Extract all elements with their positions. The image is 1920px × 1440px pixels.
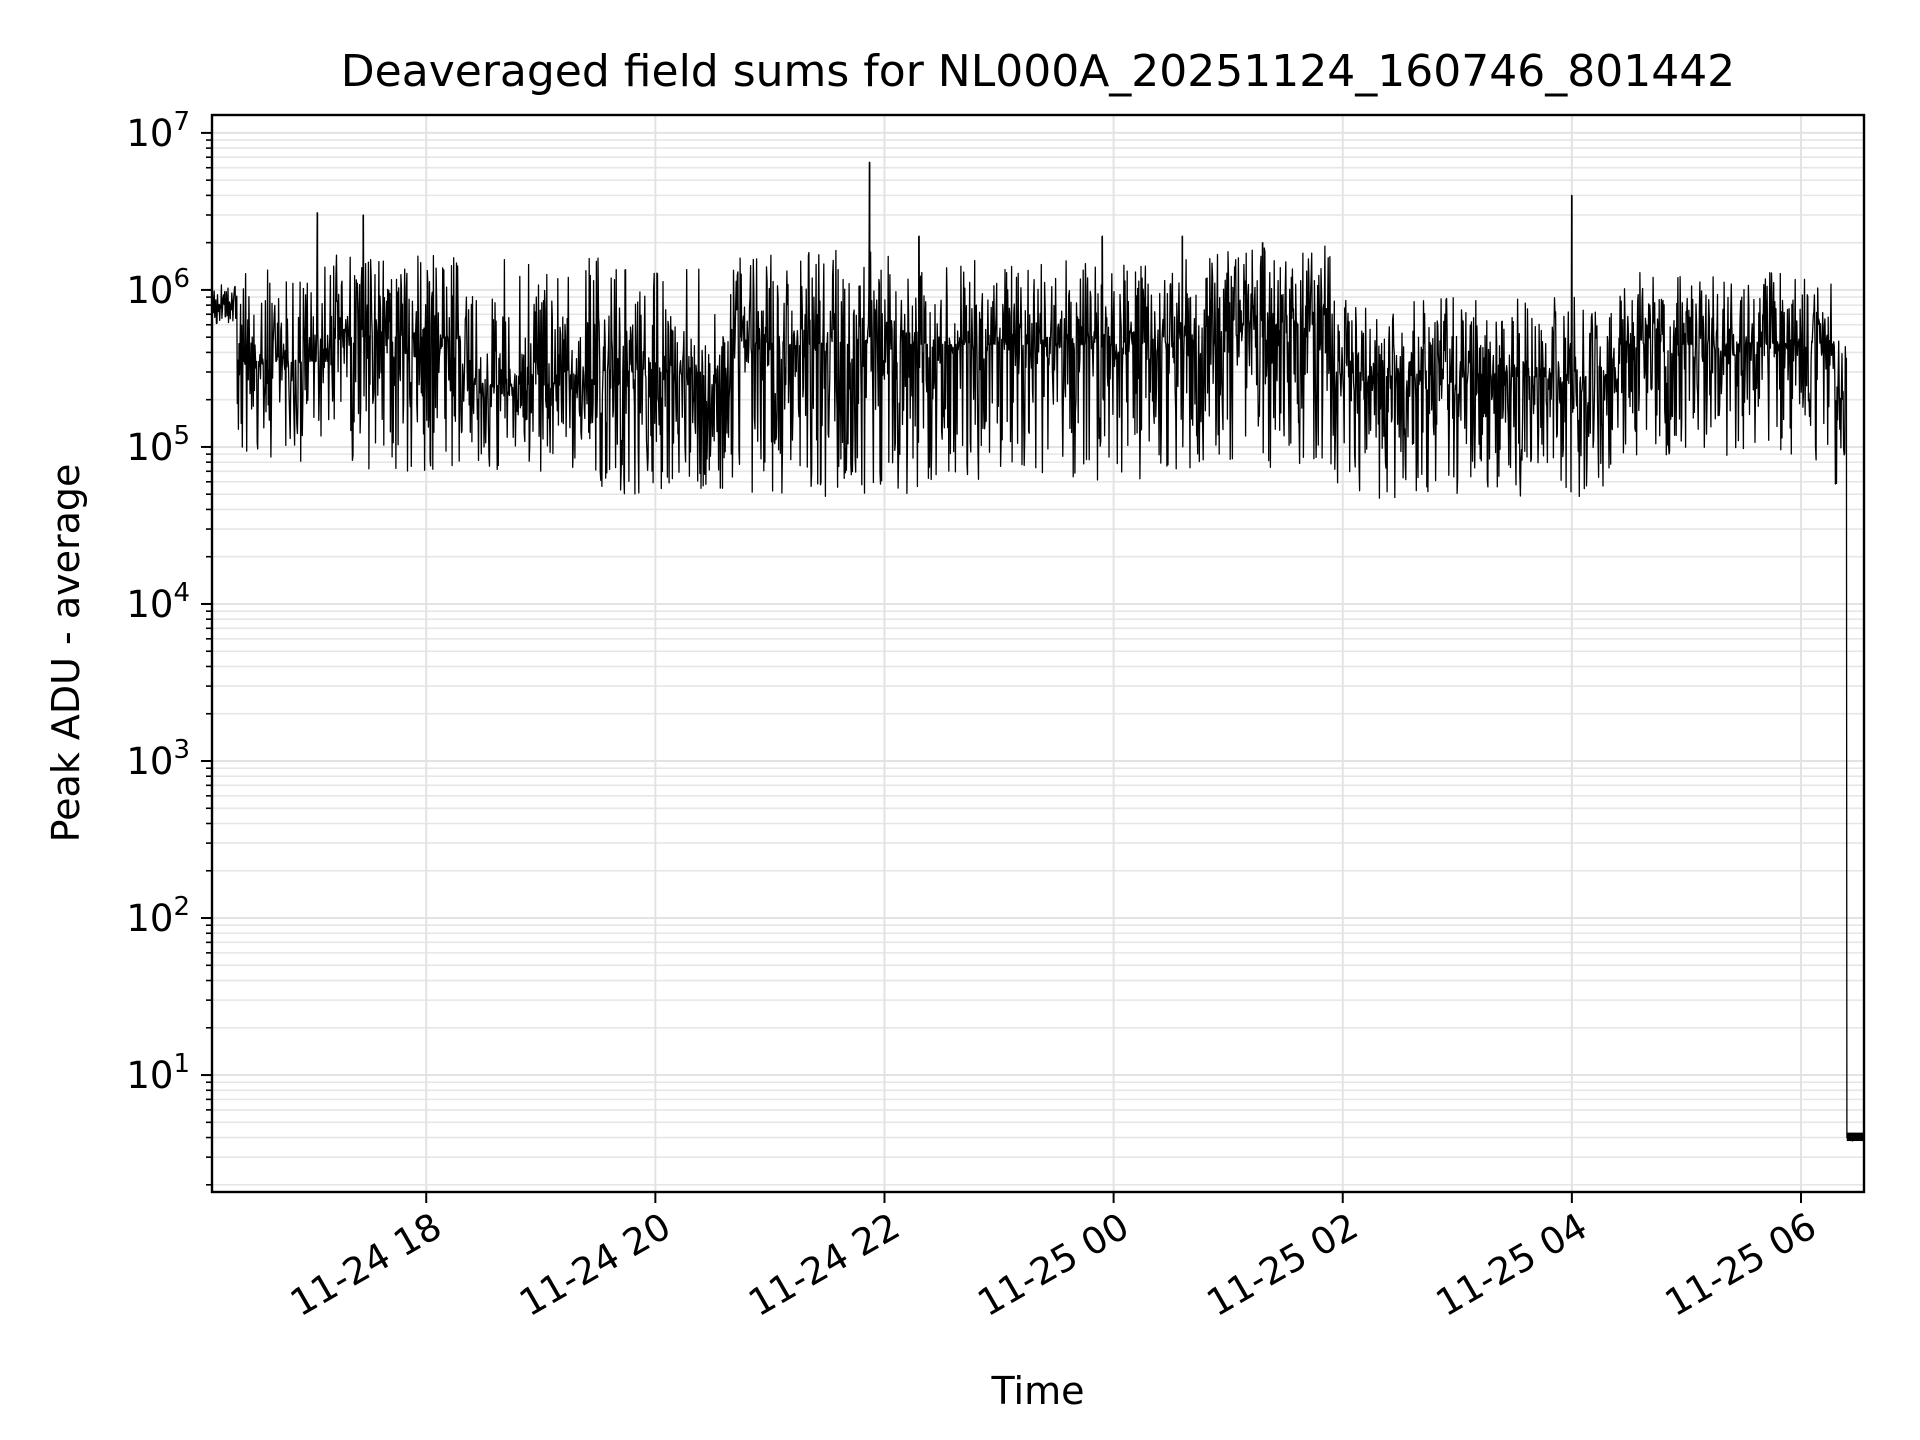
y-tick-exponent: 1 (173, 1049, 190, 1079)
series-layer (211, 161, 1865, 1142)
minor-gridlines (212, 139, 1864, 1186)
x-axis-label: Time (991, 1369, 1085, 1413)
series-line (211, 161, 1865, 1142)
y-tick-exponent: 6 (173, 264, 190, 294)
y-tick-label: 101 (126, 1049, 190, 1097)
y-tick-label: 102 (126, 892, 190, 940)
plot-frame (210, 113, 1866, 1194)
y-tick-label: 104 (126, 578, 190, 626)
y-tick-exponent: 7 (173, 107, 190, 137)
y-tick-exponent: 3 (173, 735, 190, 765)
y-tick-base: 10 (126, 426, 173, 469)
y-tick-base: 10 (126, 583, 173, 626)
y-tick-base: 10 (126, 897, 173, 940)
y-tick-exponent: 4 (173, 578, 190, 608)
y-tick-label: 105 (126, 421, 190, 469)
chart-title: Deaveraged field sums for NL000A_2025112… (341, 46, 1735, 97)
y-tick-base: 10 (126, 112, 173, 155)
y-tick-label: 106 (126, 264, 190, 312)
y-axis-label: Peak ADU - average (44, 464, 88, 843)
y-tick-label: 103 (126, 735, 190, 783)
y-tick-exponent: 2 (173, 892, 190, 922)
tail-points (1846, 1132, 1864, 1142)
y-tick-exponent: 5 (173, 421, 190, 451)
y-tick-label: 107 (126, 107, 190, 155)
y-tick-base: 10 (126, 269, 173, 312)
y-tick-base: 10 (126, 740, 173, 783)
y-tick-base: 10 (126, 1054, 173, 1097)
